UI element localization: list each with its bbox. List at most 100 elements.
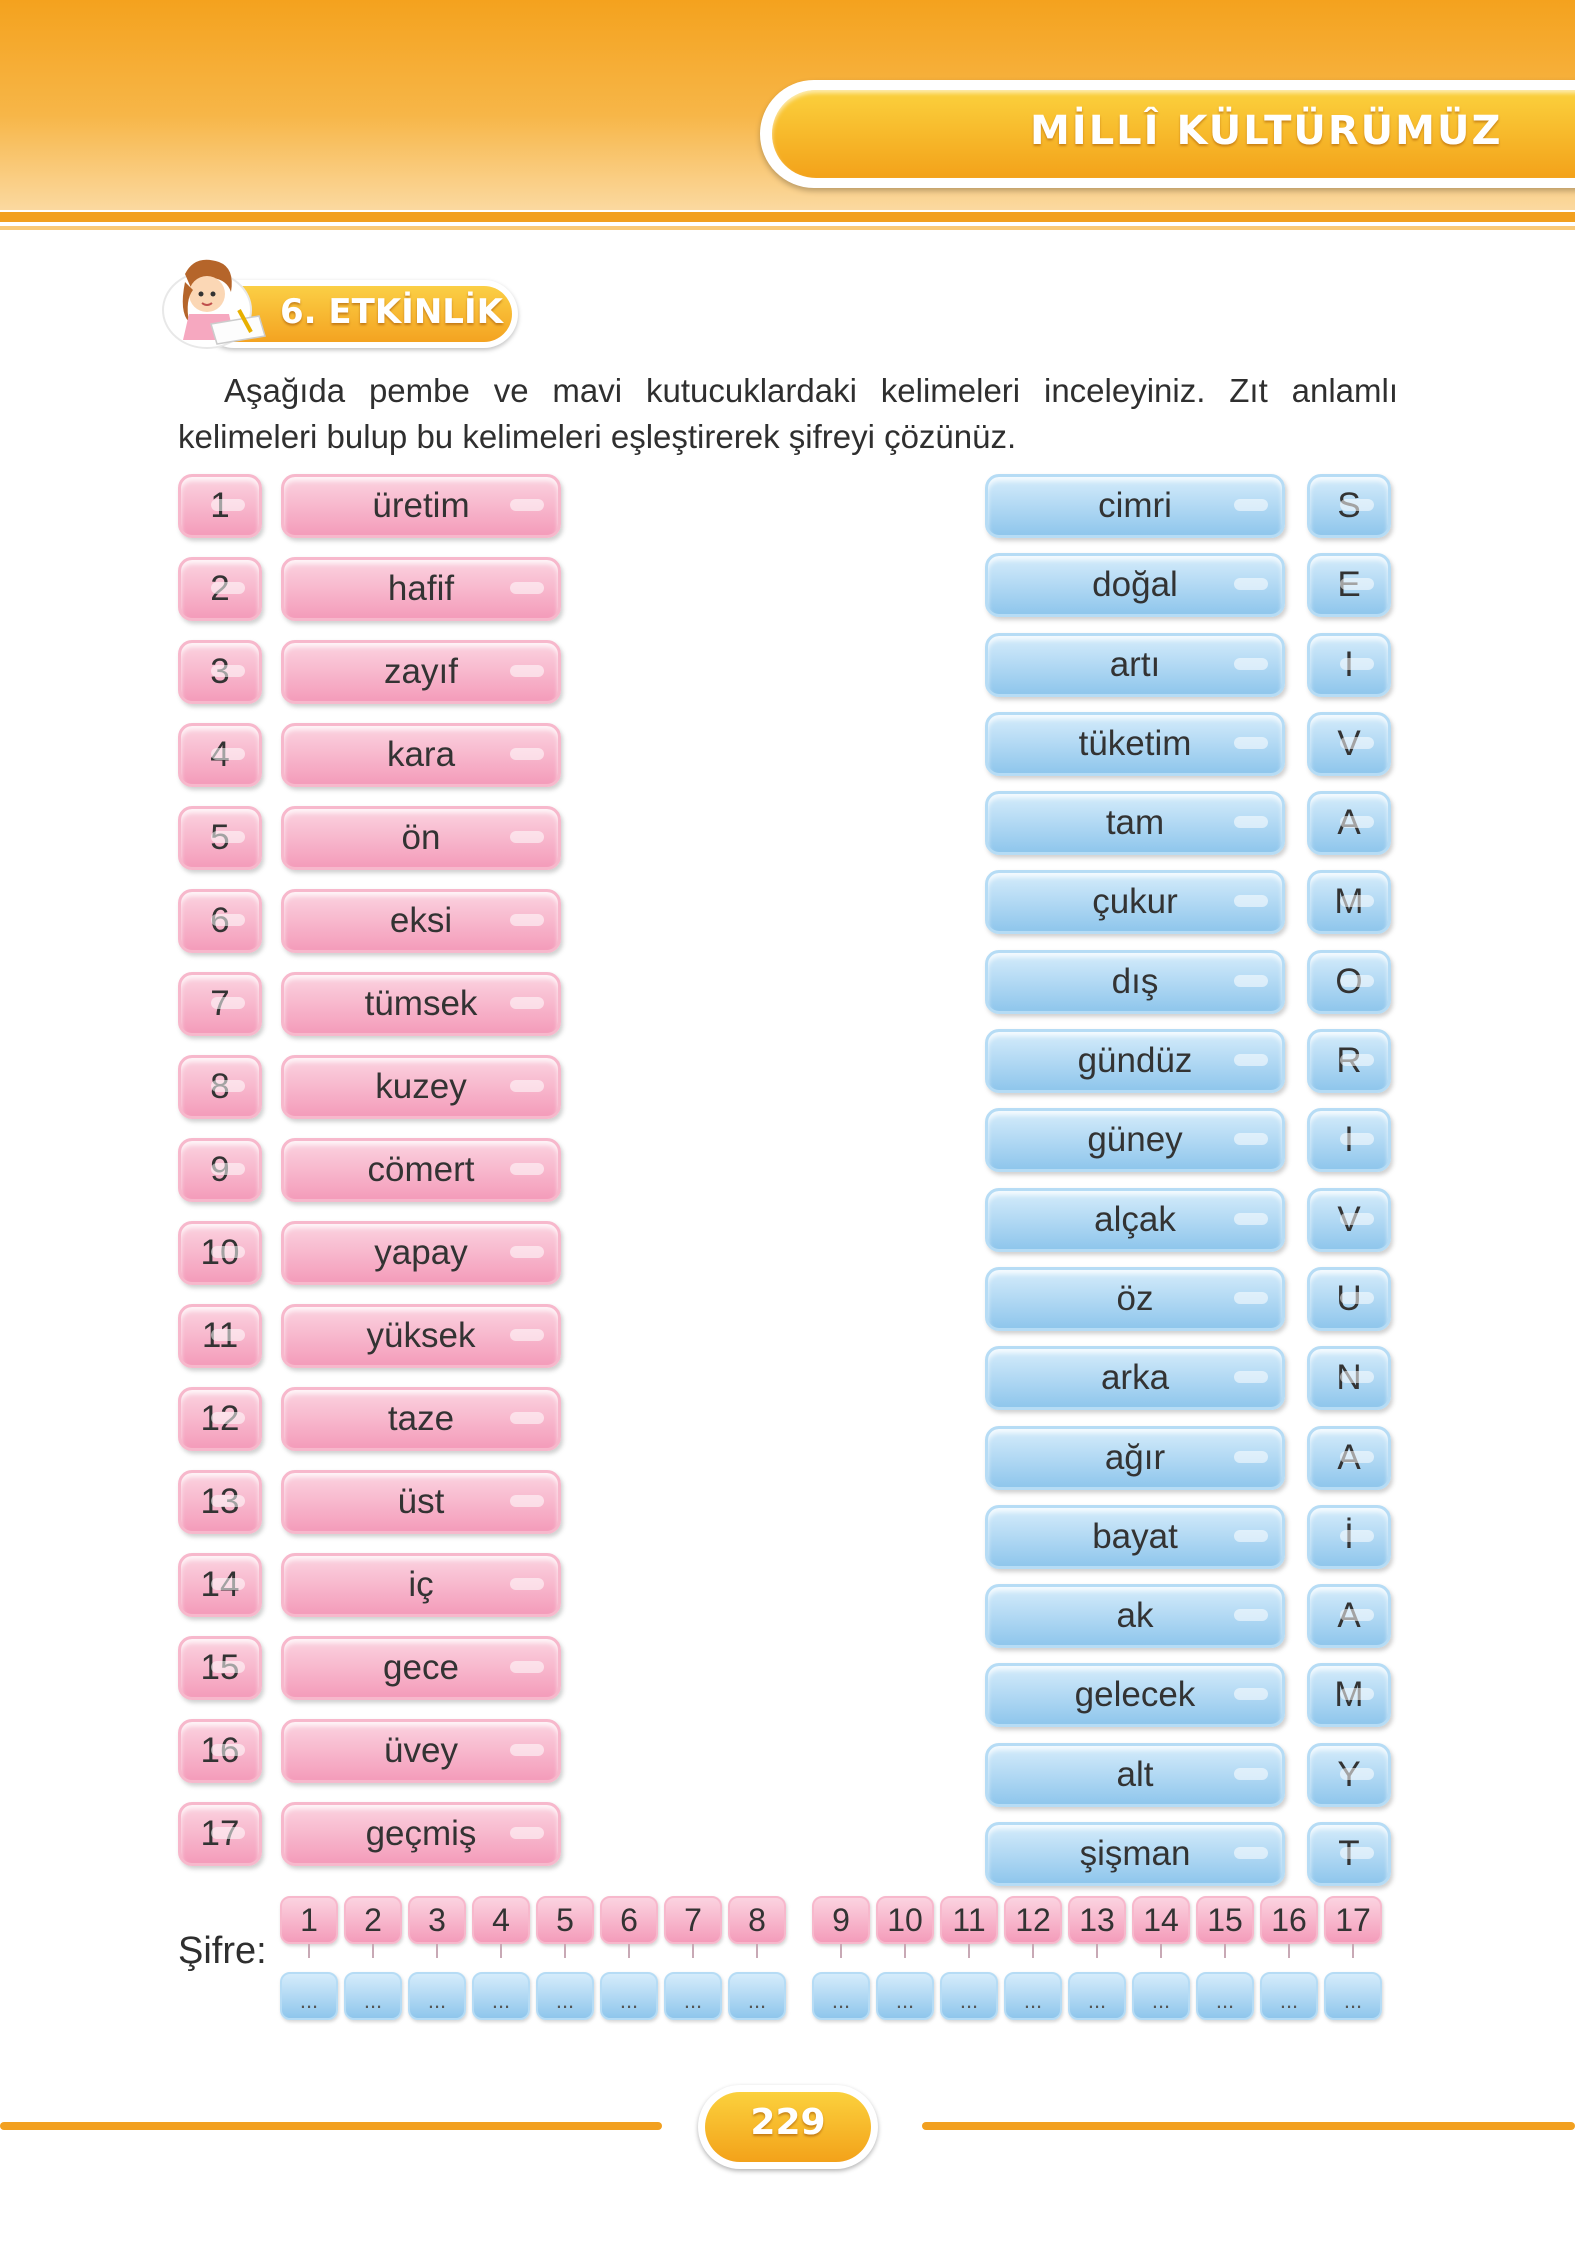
blue-word-box: gelecek [985,1663,1285,1727]
pink-number-box: 8 [178,1055,262,1119]
cipher-connector [1288,1944,1290,1958]
pink-word-box: ön [281,806,561,870]
cipher-answer-box[interactable]: ... [1260,1972,1318,2020]
page-number-pill [698,2085,878,2169]
pink-number-box: 17 [178,1802,262,1866]
blue-word-box: öz [985,1267,1285,1331]
cipher-answer-box[interactable]: ... [1196,1972,1254,2020]
cipher-number-box: 14 [1132,1896,1190,1944]
pink-number-box: 7 [178,972,262,1036]
blue-word-box: dış [985,950,1285,1014]
blue-word-box: arka [985,1346,1285,1410]
pink-number-box: 9 [178,1138,262,1202]
cipher-number-box: 10 [876,1896,934,1944]
pink-word-box: yapay [281,1221,561,1285]
cipher-answer-box[interactable]: ... [1132,1972,1190,2020]
cipher-connector [308,1944,310,1958]
blue-letter-box: R [1307,1029,1391,1093]
blue-word-box: alt [985,1743,1285,1807]
pink-word-box: kuzey [281,1055,561,1119]
cipher-connector [628,1944,630,1958]
blue-letter-box: İ [1307,1505,1391,1569]
cipher-number-box: 6 [600,1896,658,1944]
blue-word-box: ak [985,1584,1285,1648]
cipher-answer-box[interactable]: ... [728,1972,786,2020]
cipher-connector [1160,1944,1162,1958]
cipher-number-box: 12 [1004,1896,1062,1944]
cipher-number-box: 17 [1324,1896,1382,1944]
cipher-number-box: 11 [940,1896,998,1944]
pink-word-box: iç [281,1553,561,1617]
blue-word-box: artı [985,633,1285,697]
cipher-connector [904,1944,906,1958]
cipher-connector [1352,1944,1354,1958]
blue-letter-box: Y [1307,1743,1391,1807]
pink-number-box: 2 [178,557,262,621]
cipher-answer-box[interactable]: ... [280,1972,338,2020]
blue-letter-box: A [1307,1426,1391,1490]
blue-word-box: çukur [985,870,1285,934]
cipher-answer-box[interactable]: ... [344,1972,402,2020]
cipher-answer-box[interactable]: ... [664,1972,722,2020]
pink-number-box: 4 [178,723,262,787]
cipher-answer-box[interactable]: ... [408,1972,466,2020]
section-title-pill [760,80,1575,188]
pink-word-box: cömert [281,1138,561,1202]
header-divider-thin [0,226,1575,230]
pink-number-box: 12 [178,1387,262,1451]
cipher-answer-box[interactable]: ... [876,1972,934,2020]
blue-word-box: alçak [985,1188,1285,1252]
cipher-answer-box[interactable]: ... [940,1972,998,2020]
cipher-answer-box[interactable]: ... [536,1972,594,2020]
pink-number-box: 6 [178,889,262,953]
cipher-answer-box[interactable]: ... [1004,1972,1062,2020]
cipher-connector [756,1944,758,1958]
cipher-answer-box[interactable]: ... [812,1972,870,2020]
pink-word-box: eksi [281,889,561,953]
cipher-connector [1096,1944,1098,1958]
cipher-number-box: 7 [664,1896,722,1944]
footer-line-right [922,2122,1575,2130]
pink-word-box: üretim [281,474,561,538]
blue-word-box: tam [985,791,1285,855]
cipher-connector [1224,1944,1226,1958]
blue-letter-box: U [1307,1267,1391,1331]
cipher-number-box: 16 [1260,1896,1318,1944]
cipher-connector [968,1944,970,1958]
cipher-number-box: 2 [344,1896,402,1944]
cipher-number-box: 9 [812,1896,870,1944]
blue-word-box: ağır [985,1426,1285,1490]
girl-writing-icon [162,259,266,349]
pink-word-box: tümsek [281,972,561,1036]
header-divider [0,212,1575,222]
page-number: 229 [750,2102,826,2143]
pink-word-box: kara [281,723,561,787]
blue-word-box: gündüz [985,1029,1285,1093]
pink-word-box: üst [281,1470,561,1534]
blue-word-box: tüketim [985,712,1285,776]
cipher-answer-box[interactable]: ... [472,1972,530,2020]
blue-word-box: güney [985,1108,1285,1172]
pink-word-box: hafif [281,557,561,621]
blue-letter-box: V [1307,712,1391,776]
cipher-label: Şifre: [178,1930,267,1972]
cipher-connector [564,1944,566,1958]
blue-letter-box: S [1307,474,1391,538]
cipher-connector [436,1944,438,1958]
cipher-number-box: 3 [408,1896,466,1944]
cipher-number-box: 5 [536,1896,594,1944]
blue-word-box: cimri [985,474,1285,538]
pink-number-box: 11 [178,1304,262,1368]
cipher-connector [372,1944,374,1958]
cipher-answer-box[interactable]: ... [1324,1972,1382,2020]
pink-word-box: yüksek [281,1304,561,1368]
blue-letter-box: M [1307,1663,1391,1727]
cipher-number-box: 15 [1196,1896,1254,1944]
cipher-number-box: 1 [280,1896,338,1944]
cipher-answer-box[interactable]: ... [1068,1972,1126,2020]
pink-number-box: 1 [178,474,262,538]
pink-number-box: 15 [178,1636,262,1700]
blue-letter-box: A [1307,791,1391,855]
cipher-answer-box[interactable]: ... [600,1972,658,2020]
cipher-connector [1032,1944,1034,1958]
